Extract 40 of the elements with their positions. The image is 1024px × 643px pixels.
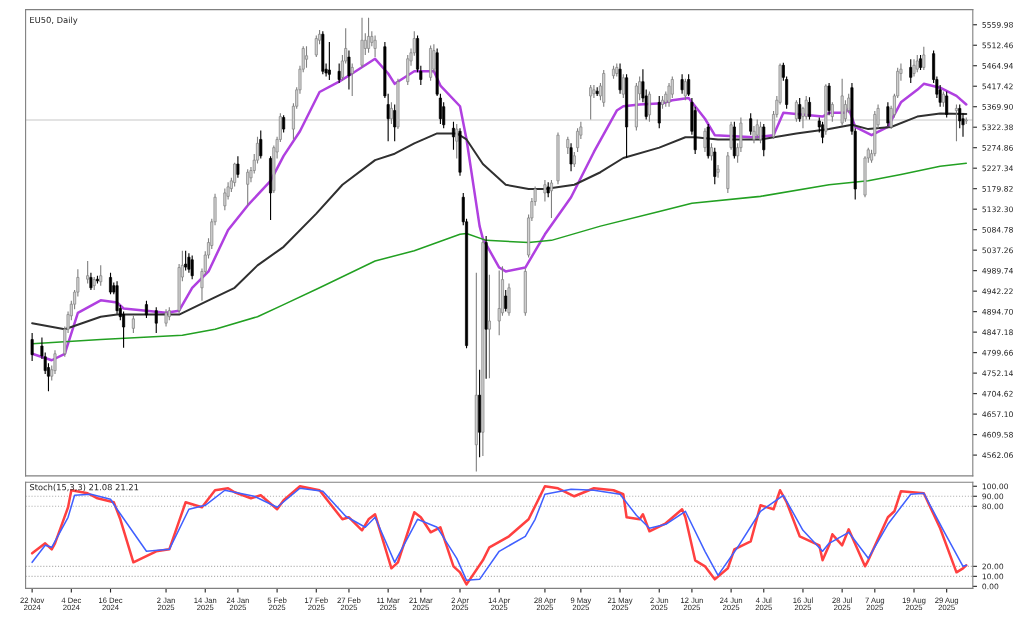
candlestick [350, 62, 354, 97]
candlestick [716, 164, 720, 179]
candlestick [703, 127, 707, 153]
chart-title: Stoch(15,3,3) 21.08 21.21 [29, 483, 139, 492]
candlestick [808, 96, 811, 121]
candlestick [945, 91, 949, 119]
candlestick [154, 306, 158, 334]
candlestick [710, 142, 713, 162]
candlestick [236, 155, 240, 179]
candlestick [259, 129, 263, 159]
candlestick [393, 103, 397, 142]
candlestick [749, 112, 753, 136]
candlestick [184, 250, 188, 272]
candlestick [451, 121, 455, 151]
candlestick [680, 73, 684, 95]
candlestick [621, 73, 625, 99]
candlestick [687, 73, 691, 97]
candlestick [821, 121, 825, 144]
candlestick [99, 264, 103, 287]
candlestick [504, 289, 508, 313]
line-series [31, 112, 968, 331]
candlestick [314, 34, 318, 58]
candlestick [798, 97, 802, 123]
candlestick [373, 34, 377, 58]
candlestick [487, 274, 491, 379]
candlestick [886, 101, 890, 127]
candlestick [305, 45, 308, 69]
candlestick [190, 254, 194, 280]
candlestick [762, 123, 766, 157]
candlestick [86, 260, 90, 285]
candlestick [337, 62, 341, 84]
candlestick [327, 41, 331, 81]
candlestick [347, 50, 351, 90]
candlestick [661, 95, 664, 110]
candlestick [683, 78, 687, 101]
candlestick [30, 332, 34, 362]
candlestick [455, 123, 459, 159]
candlestick [657, 95, 661, 129]
text: EU50, Daily [30, 16, 78, 25]
candlestick [497, 269, 501, 336]
